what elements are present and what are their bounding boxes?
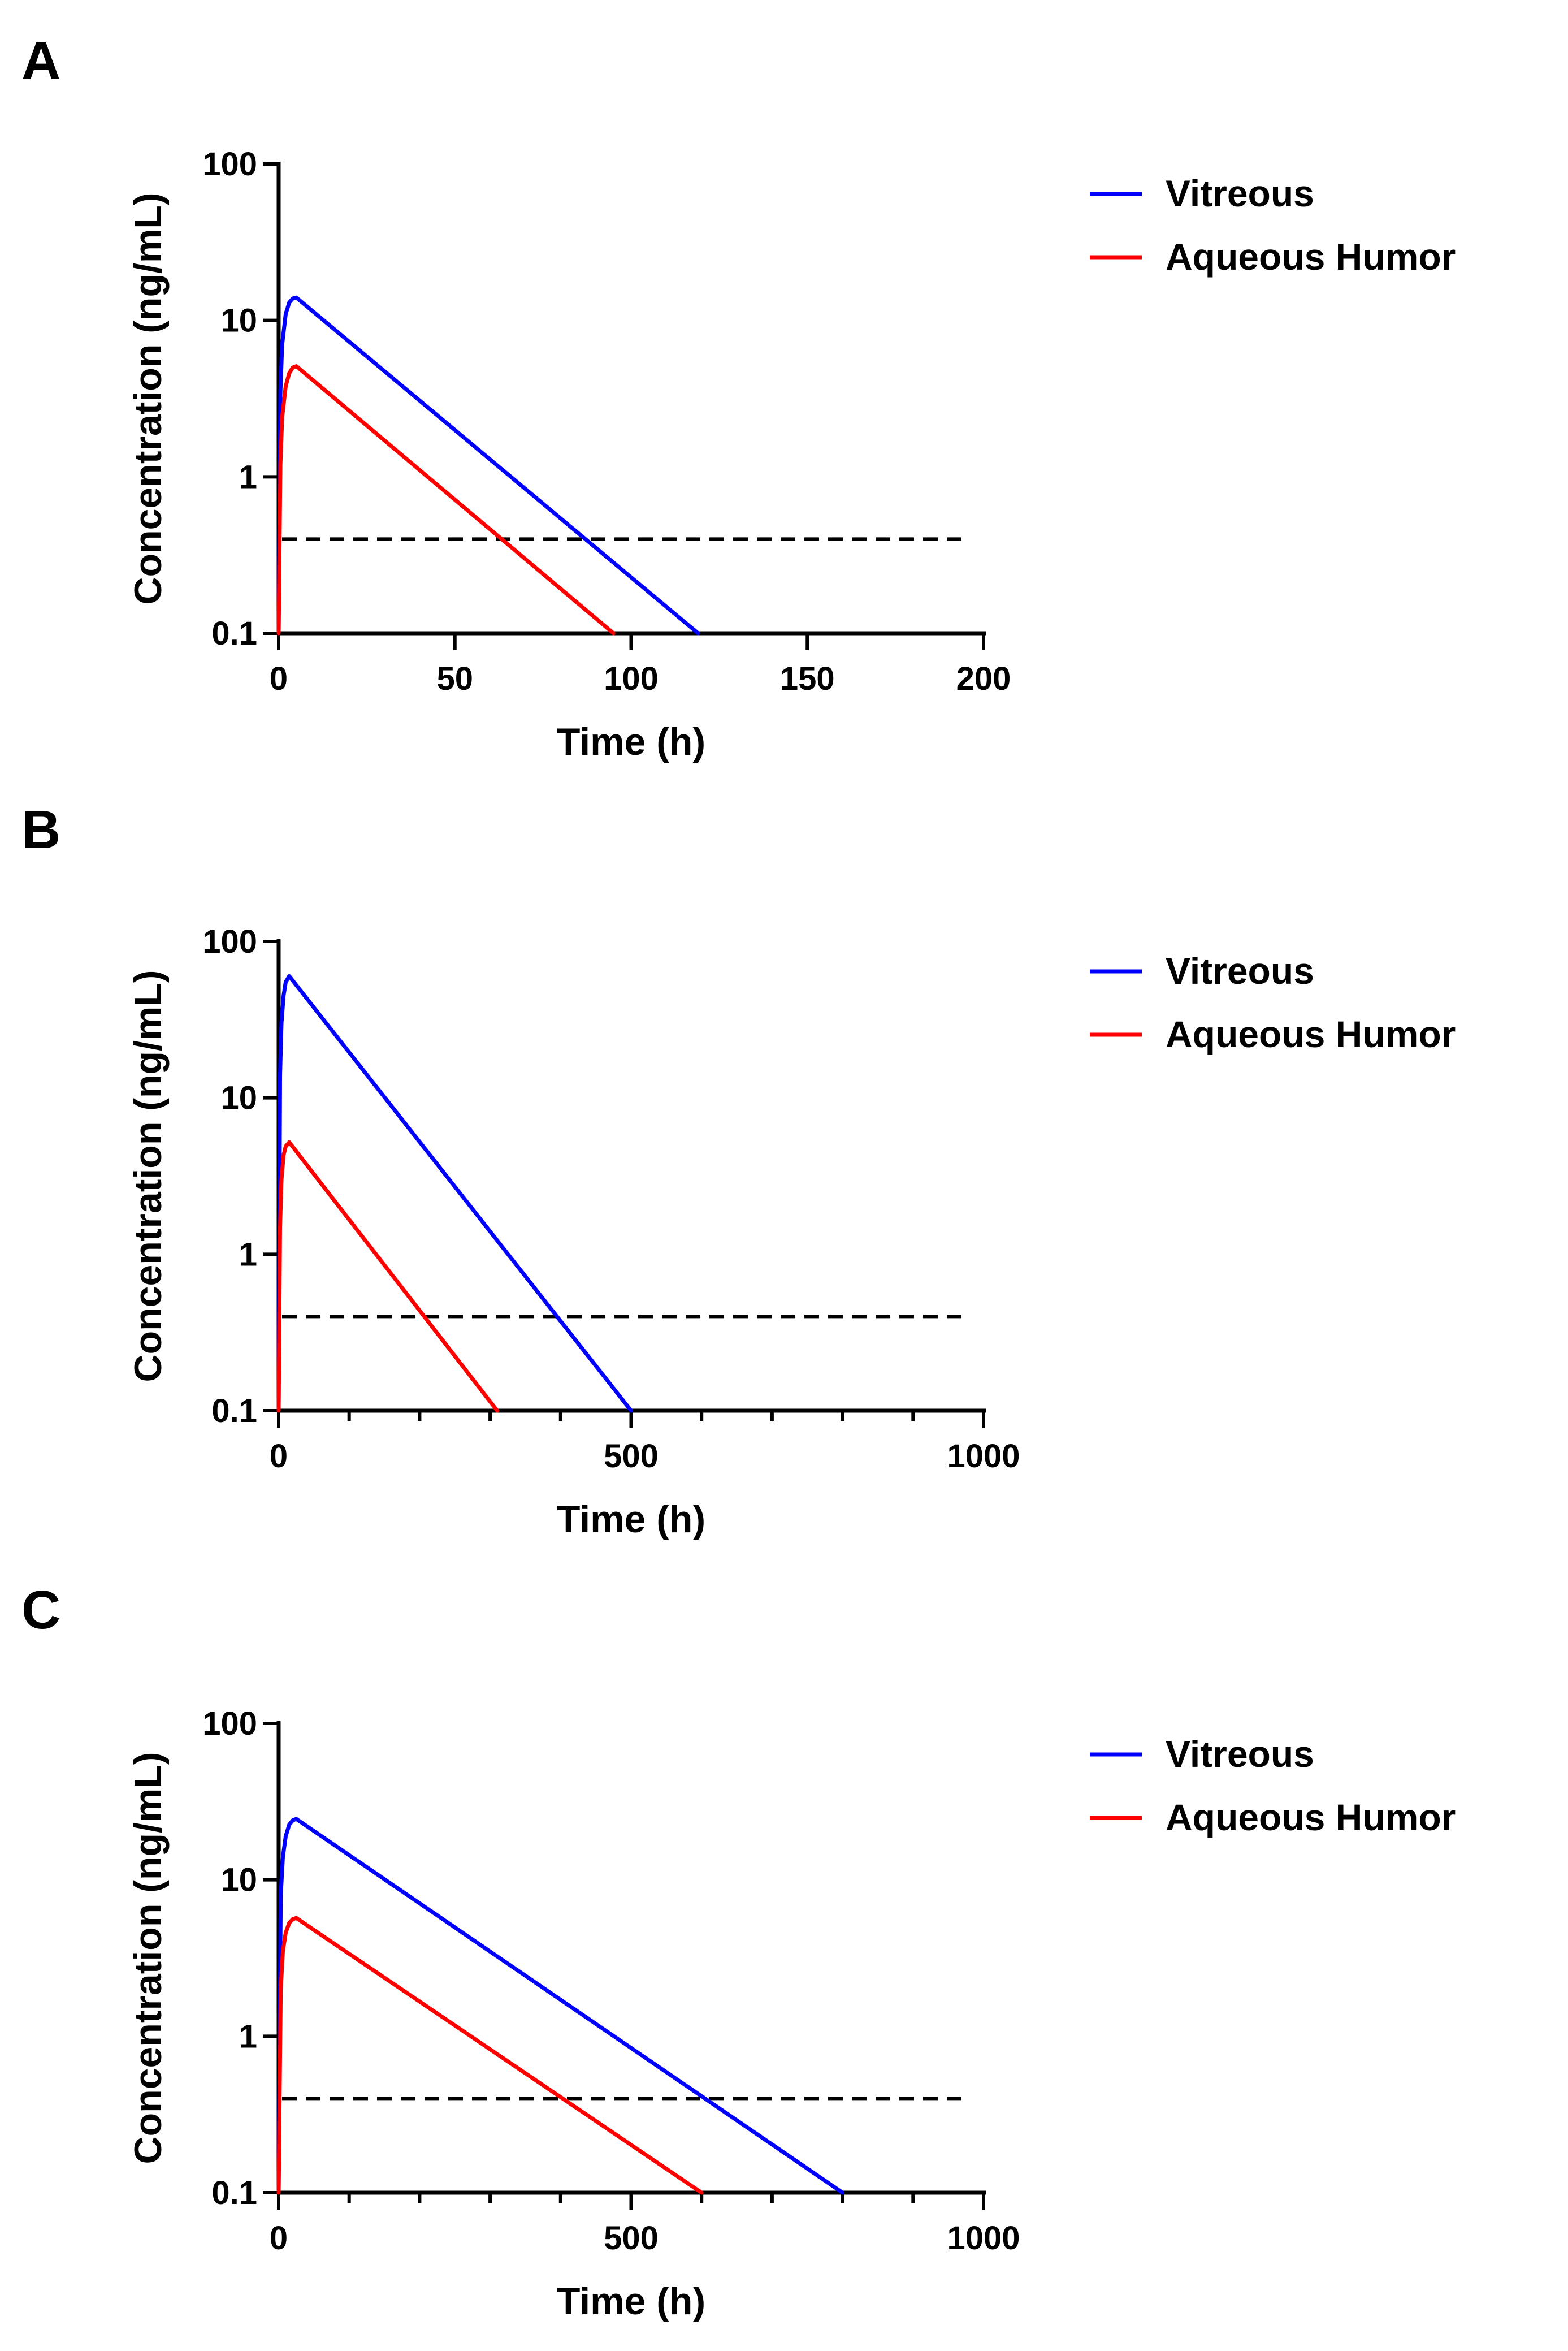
y-tick-label: 1: [239, 2018, 257, 2055]
legend-label-aqueous-humor: Aqueous Humor: [1166, 1013, 1456, 1055]
x-tick-label: 1000: [947, 1438, 1020, 1475]
y-tick-label: 1: [239, 1236, 257, 1273]
y-tick-label: 100: [202, 146, 257, 183]
y-tick-label: 10: [220, 1080, 257, 1117]
x-tick-label: 0: [270, 660, 288, 697]
legend-label-vitreous: Vitreous: [1166, 172, 1314, 214]
x-tick-label: 50: [436, 660, 473, 697]
legend: Vitreous Aqueous Humor: [1090, 172, 1456, 278]
legend-label-aqueous-humor: Aqueous Humor: [1166, 1796, 1456, 1838]
chart-panel-a: A 0.1 1 10 100 0 50 100 150 200 Time (h) Concentrat…: [21, 31, 1456, 763]
series-line-aqueous-humor: [276, 1916, 704, 2195]
series-line-vitreous: [276, 1817, 845, 2195]
panel-letter: B: [21, 799, 60, 860]
x-axis-title: Time (h): [557, 1498, 705, 1541]
y-tick-label: 1: [239, 459, 257, 495]
x-tick-label: 150: [780, 660, 835, 697]
y-tick-label: 10: [220, 302, 257, 339]
series-line-vitreous: [276, 295, 700, 636]
series-line-aqueous-humor: [276, 1140, 500, 1413]
x-tick-label: 0: [270, 2220, 288, 2257]
x-tick-label: 100: [604, 660, 659, 697]
series-line-aqueous-humor: [276, 364, 616, 636]
y-tick-label: 10: [220, 1862, 257, 1899]
x-axis-title: Time (h): [557, 720, 705, 763]
x-tick-label: 1000: [947, 2220, 1020, 2257]
y-tick-label: 0.1: [211, 1393, 257, 1429]
legend-label-vitreous: Vitreous: [1166, 950, 1314, 992]
legend-label-vitreous: Vitreous: [1166, 1733, 1314, 1775]
x-axis-title: Time (h): [557, 2280, 705, 2323]
panel-letter: A: [21, 31, 60, 91]
y-axis-title: Concentration (ng/mL): [127, 970, 170, 1382]
x-tick-label: 0: [270, 1438, 288, 1475]
y-tick-label: 0.1: [211, 2175, 257, 2211]
y-tick-label: 100: [202, 1705, 257, 1742]
y-tick-label: 100: [202, 923, 257, 960]
legend: Vitreous Aqueous Humor: [1090, 1733, 1456, 1838]
y-axis-title: Concentration (ng/mL): [127, 1752, 170, 2164]
x-tick-label: 500: [604, 2220, 659, 2257]
y-tick-label: 0.1: [211, 615, 257, 652]
legend: Vitreous Aqueous Humor: [1090, 950, 1456, 1055]
panel-letter: C: [21, 1580, 60, 1640]
legend-label-aqueous-humor: Aqueous Humor: [1166, 236, 1456, 278]
x-tick-label: 500: [604, 1438, 659, 1475]
series-line-vitreous: [276, 974, 633, 1413]
y-axis-title: Concentration (ng/mL): [127, 192, 170, 604]
x-tick-label: 200: [956, 660, 1011, 697]
